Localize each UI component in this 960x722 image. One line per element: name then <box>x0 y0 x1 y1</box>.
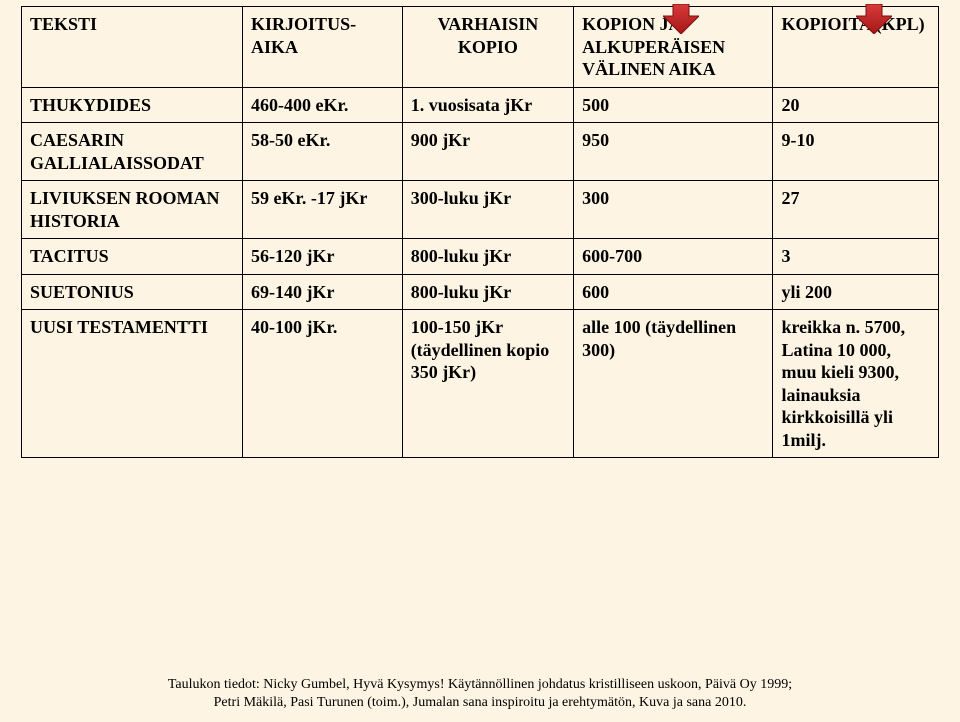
cell-kopioita: yli 200 <box>773 274 939 310</box>
cell-teksti: CAESARIN GALLIALAISSODAT <box>22 123 243 181</box>
cell-varhaisin: 900 jKr <box>402 123 573 181</box>
cell-aika: 58-50 eKr. <box>243 123 403 181</box>
col-header-varhaisin-kopio: VARHAISIN KOPIO <box>402 7 573 88</box>
cell-aika: 59 eKr. -17 jKr <box>243 181 403 239</box>
cell-varhaisin: 800-luku jKr <box>402 274 573 310</box>
cell-teksti: TACITUS <box>22 239 243 275</box>
cell-vali: 600 <box>574 274 773 310</box>
cell-aika: 69-140 jKr <box>243 274 403 310</box>
table-row: LIVIUKSEN ROOMAN HISTORIA 59 eKr. -17 jK… <box>22 181 939 239</box>
col-header-valinen-aika: KOPION JA ALKUPERÄISEN VÄLINEN AIKA <box>574 7 773 88</box>
footer-line-1: Taulukon tiedot: Nicky Gumbel, Hyvä Kysy… <box>0 676 960 694</box>
cell-teksti: LIVIUKSEN ROOMAN HISTORIA <box>22 181 243 239</box>
cell-aika: 56-120 jKr <box>243 239 403 275</box>
manuscript-comparison-table: TEKSTI KIRJOITUS-AIKA VARHAISIN KOPIO KO… <box>21 6 939 458</box>
footer-line-2: Petri Mäkilä, Pasi Turunen (toim.), Juma… <box>0 694 960 712</box>
cell-varhaisin: 1. vuosisata jKr <box>402 87 573 123</box>
cell-vali: 500 <box>574 87 773 123</box>
table-row: UUSI TESTAMENTTI 40-100 jKr. 100-150 jKr… <box>22 310 939 458</box>
cell-teksti: UUSI TESTAMENTTI <box>22 310 243 458</box>
table-row: TACITUS 56-120 jKr 800-luku jKr 600-700 … <box>22 239 939 275</box>
cell-vali: 950 <box>574 123 773 181</box>
table-row: SUETONIUS 69-140 jKr 800-luku jKr 600 yl… <box>22 274 939 310</box>
col-header-teksti: TEKSTI <box>22 7 243 88</box>
table-row: THUKYDIDES 460-400 eKr. 1. vuosisata jKr… <box>22 87 939 123</box>
table-row: CAESARIN GALLIALAISSODAT 58-50 eKr. 900 … <box>22 123 939 181</box>
cell-varhaisin: 300-luku jKr <box>402 181 573 239</box>
cell-vali: 600-700 <box>574 239 773 275</box>
cell-teksti: SUETONIUS <box>22 274 243 310</box>
slide-page: TEKSTI KIRJOITUS-AIKA VARHAISIN KOPIO KO… <box>0 6 960 722</box>
cell-kopioita: 27 <box>773 181 939 239</box>
cell-kopioita: 9-10 <box>773 123 939 181</box>
cell-varhaisin: 100-150 jKr (täydellinen kopio 350 jKr) <box>402 310 573 458</box>
cell-aika: 40-100 jKr. <box>243 310 403 458</box>
cell-kopioita: 20 <box>773 87 939 123</box>
table-header-row: TEKSTI KIRJOITUS-AIKA VARHAISIN KOPIO KO… <box>22 7 939 88</box>
cell-vali: 300 <box>574 181 773 239</box>
footer-citation: Taulukon tiedot: Nicky Gumbel, Hyvä Kysy… <box>0 676 960 712</box>
cell-aika: 460-400 eKr. <box>243 87 403 123</box>
cell-kopioita: kreikka n. 5700, Latina 10 000, muu kiel… <box>773 310 939 458</box>
cell-vali: alle 100 (täydellinen 300) <box>574 310 773 458</box>
cell-varhaisin: 800-luku jKr <box>402 239 573 275</box>
col-header-kopioita: KOPIOITA (KPL) <box>773 7 939 88</box>
col-header-kirjoitusaika: KIRJOITUS-AIKA <box>243 7 403 88</box>
cell-teksti: THUKYDIDES <box>22 87 243 123</box>
cell-kopioita: 3 <box>773 239 939 275</box>
